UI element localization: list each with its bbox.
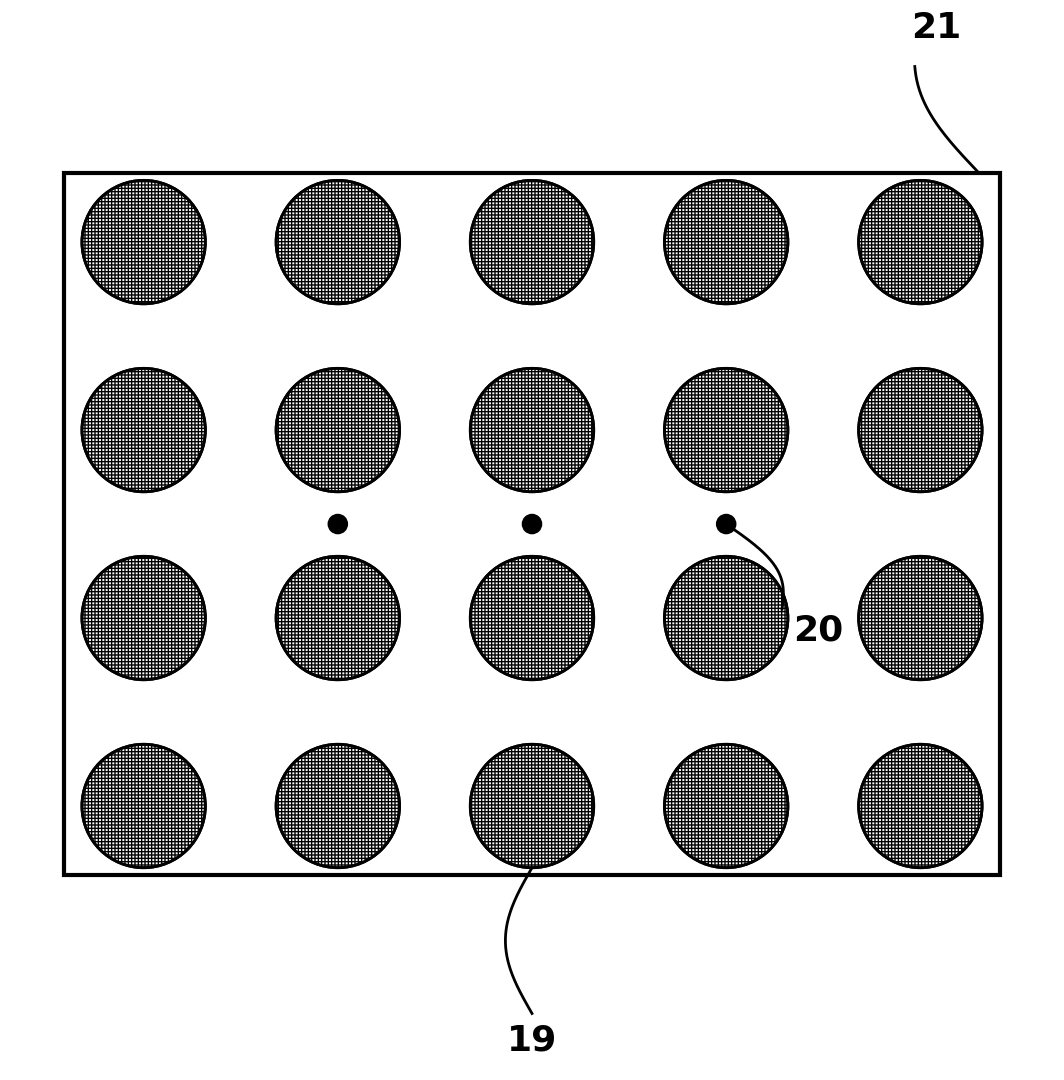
Circle shape — [470, 556, 594, 679]
Circle shape — [82, 556, 205, 679]
Circle shape — [664, 180, 787, 303]
Circle shape — [664, 744, 787, 867]
Circle shape — [859, 180, 982, 303]
Circle shape — [716, 514, 735, 534]
Circle shape — [82, 368, 205, 491]
Circle shape — [470, 744, 594, 867]
Circle shape — [82, 744, 205, 867]
Circle shape — [277, 368, 399, 491]
Circle shape — [82, 180, 205, 303]
Circle shape — [664, 368, 787, 491]
Circle shape — [277, 556, 399, 679]
Circle shape — [277, 744, 399, 867]
Circle shape — [859, 556, 982, 679]
Circle shape — [664, 556, 787, 679]
Circle shape — [277, 180, 399, 303]
Text: 19: 19 — [506, 1023, 558, 1057]
Bar — [64, 173, 1000, 875]
Circle shape — [859, 744, 982, 867]
Circle shape — [470, 368, 594, 491]
Text: 21: 21 — [911, 11, 962, 45]
Text: 20: 20 — [793, 613, 843, 647]
Circle shape — [328, 514, 347, 534]
Circle shape — [859, 368, 982, 491]
Circle shape — [470, 180, 594, 303]
Circle shape — [522, 514, 542, 534]
